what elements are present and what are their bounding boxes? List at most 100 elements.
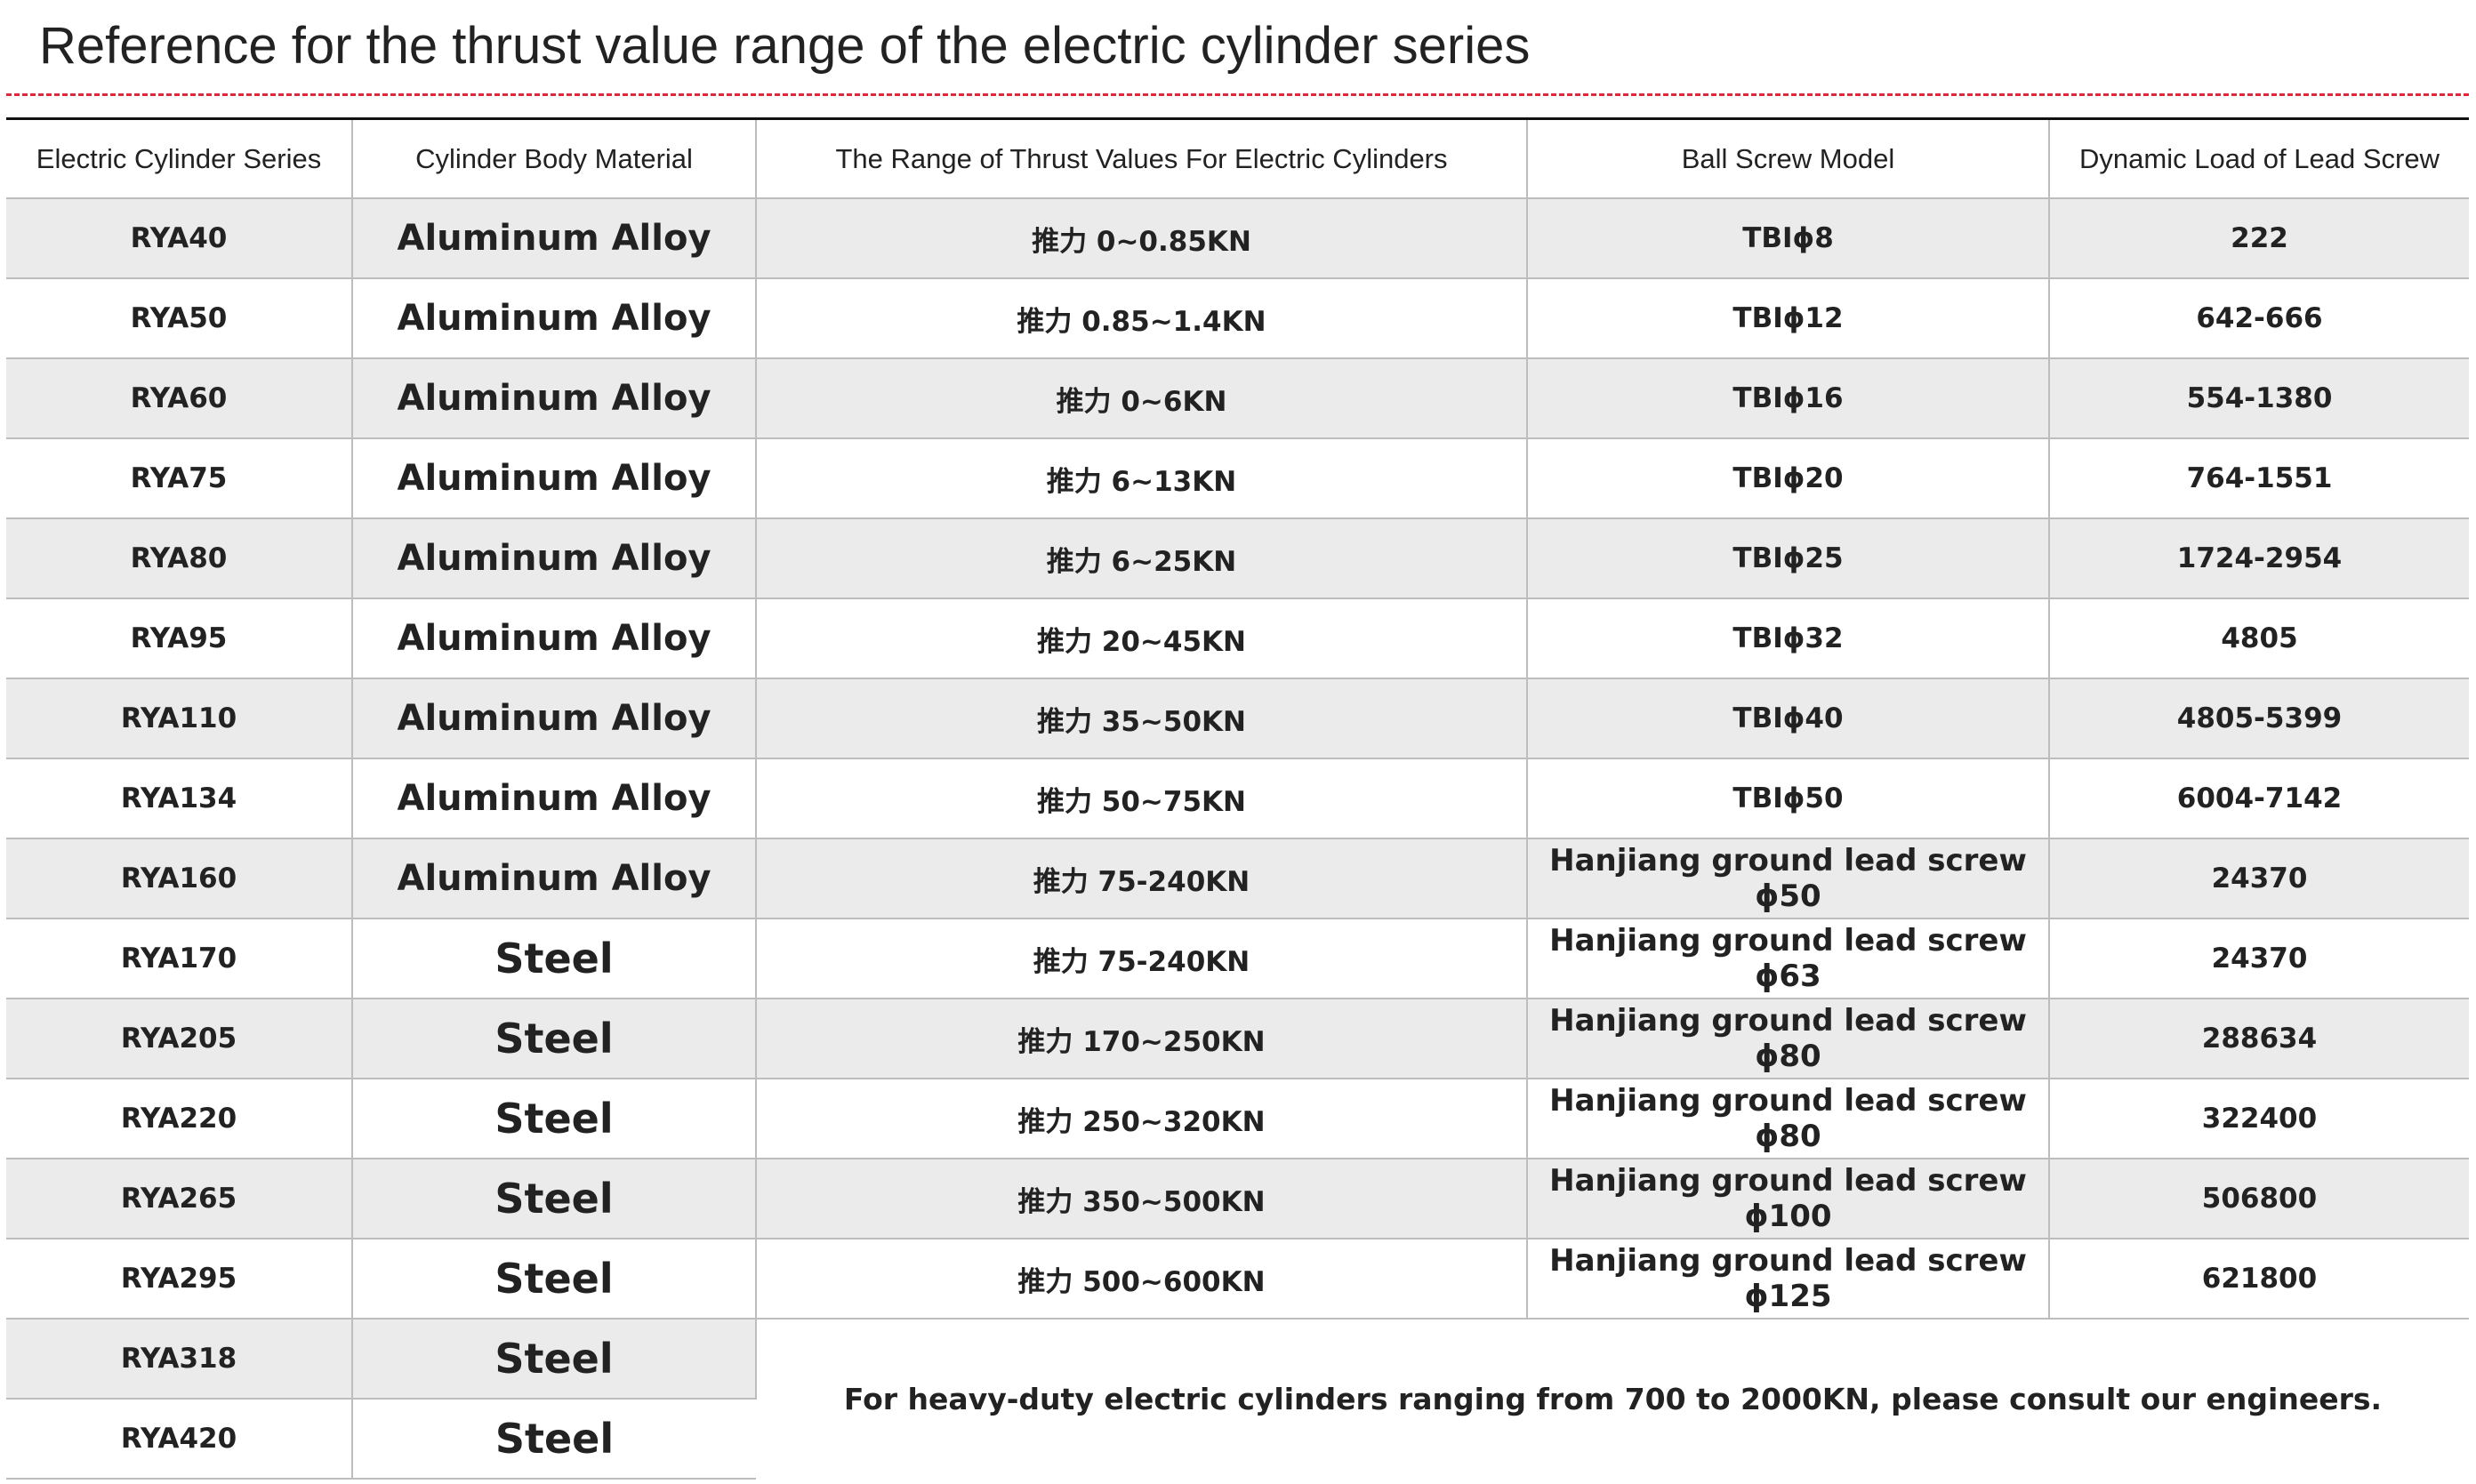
table-row: RYA80 Aluminum Alloy 推力 6~25KN TBIϕ25 1724-2…: [6, 518, 2469, 599]
table-row: RYA60 Aluminum Alloy 推力 0~6KN TBIϕ16 554-138…: [6, 358, 2469, 439]
table-row: RYA40 Aluminum Alloy 推力 0~0.85KN TBIϕ8 222: [6, 198, 2469, 279]
table-cell: RYA420: [6, 1399, 353, 1480]
dashed-divider: [6, 93, 2469, 96]
table-row: RYA265 Steel 推力 350~500KN Hanjiang ground l…: [6, 1159, 2469, 1239]
table-cell: 554-1380: [2049, 358, 2469, 439]
table-body: RYA40 Aluminum Alloy 推力 0~0.85KN TBIϕ8 222 RY…: [6, 198, 2469, 1480]
table-cell: 推力 75-240KN: [756, 918, 1528, 999]
thrust-table: Electric Cylinder Series Cylinder Body Ma…: [6, 117, 2469, 1480]
table-cell: RYA95: [6, 598, 353, 679]
note-cell: For heavy-duty electric cylinders rangin…: [756, 1319, 2469, 1479]
table-cell: Aluminum Alloy: [352, 678, 757, 759]
table-cell: TBIϕ20: [1527, 438, 2050, 519]
table-cell: 764-1551: [2049, 438, 2469, 519]
table-cell: RYA318: [6, 1319, 353, 1400]
table-row: RYA95 Aluminum Alloy 推力 20~45KN TBIϕ32 4805: [6, 598, 2469, 679]
table-cell: RYA80: [6, 518, 353, 599]
table-cell: Aluminum Alloy: [352, 438, 757, 519]
table-cell: RYA265: [6, 1159, 353, 1239]
table-cell: Steel: [352, 1079, 757, 1159]
table-cell: 推力 0~0.85KN: [756, 198, 1528, 279]
table-cell: 推力 20~45KN: [756, 598, 1528, 679]
table-cell: Steel: [352, 1239, 757, 1320]
table-cell: Steel: [352, 1399, 756, 1480]
table-row: RYA220 Steel 推力 250~320KN Hanjiang ground l…: [6, 1079, 2469, 1159]
table-cell: 621800: [2049, 1239, 2469, 1320]
table-cell: 推力 350~500KN: [756, 1159, 1528, 1239]
table-cell: Steel: [352, 1159, 757, 1239]
table-cell: 推力 0.85~1.4KN: [756, 278, 1528, 359]
table-cell: 6004-7142: [2049, 758, 2469, 839]
header-cell: Ball Screw Model: [1527, 118, 2050, 199]
table-cell: Aluminum Alloy: [352, 838, 757, 919]
table-cell: 1724-2954: [2049, 518, 2469, 599]
table-cell: Hanjiang ground lead screw ϕ63: [1527, 918, 2050, 999]
table-cell: 推力 6~25KN: [756, 518, 1528, 599]
header-row: Electric Cylinder Series Cylinder Body Ma…: [6, 118, 2469, 199]
table-cell: RYA40: [6, 198, 353, 279]
table-cell: Steel: [352, 1319, 757, 1400]
table-cell: 推力 0~6KN: [756, 358, 1528, 439]
table-cell: TBIϕ16: [1527, 358, 2050, 439]
table-cell: TBIϕ32: [1527, 598, 2050, 679]
table-cell: 推力 500~600KN: [756, 1239, 1528, 1320]
table-cell: 4805-5399: [2049, 678, 2469, 759]
table-cell: Steel: [352, 999, 757, 1079]
header-cell: The Range of Thrust Values For Electric …: [756, 118, 1528, 199]
table-cell: Hanjiang ground lead screw ϕ80: [1527, 1079, 2050, 1159]
header-cell: Dynamic Load of Lead Screw: [2049, 118, 2469, 199]
table-cell: RYA75: [6, 438, 353, 519]
table-cell: RYA160: [6, 838, 353, 919]
table-cell: TBIϕ40: [1527, 678, 2050, 759]
table-cell: RYA50: [6, 278, 353, 359]
table-row: RYA134 Aluminum Alloy 推力 50~75KN TBIϕ50 6004…: [6, 758, 2469, 839]
header-cell: Electric Cylinder Series: [6, 118, 353, 199]
table-row: RYA160 Aluminum Alloy 推力 75-240KN Hanjiang …: [6, 838, 2469, 919]
table-cell: RYA295: [6, 1239, 353, 1320]
table-row: RYA318 Steel For heavy-duty electric cylin…: [6, 1319, 2469, 1479]
table-cell: RYA110: [6, 678, 353, 759]
table-cell: 322400: [2049, 1079, 2469, 1159]
table-row: RYA170 Steel 推力 75-240KN Hanjiang ground le…: [6, 918, 2469, 999]
table-cell: 506800: [2049, 1159, 2469, 1239]
table-row: RYA50 Aluminum Alloy 推力 0.85~1.4KN TBIϕ12 64…: [6, 278, 2469, 359]
table-cell: TBIϕ8: [1527, 198, 2050, 279]
table-cell: Aluminum Alloy: [352, 358, 757, 439]
table-cell: Steel: [352, 918, 757, 999]
table-cell: Hanjiang ground lead screw ϕ125: [1527, 1239, 2050, 1320]
table-row: RYA75 Aluminum Alloy 推力 6~13KN TBIϕ20 764-15…: [6, 438, 2469, 519]
table-cell: 推力 35~50KN: [756, 678, 1528, 759]
table-cell: 24370: [2049, 918, 2469, 999]
table-cell: 推力 6~13KN: [756, 438, 1528, 519]
table-cell: 642-666: [2049, 278, 2469, 359]
table-cell: TBIϕ12: [1527, 278, 2050, 359]
table-cell: 推力 250~320KN: [756, 1079, 1528, 1159]
table-cell: 24370: [2049, 838, 2469, 919]
table-cell: RYA134: [6, 758, 353, 839]
table-cell: Hanjiang ground lead screw ϕ80: [1527, 999, 2050, 1079]
table-cell: RYA220: [6, 1079, 353, 1159]
table-cell: Hanjiang ground lead screw ϕ100: [1527, 1159, 2050, 1239]
table-cell: TBIϕ50: [1527, 758, 2050, 839]
table-row: RYA295 Steel 推力 500~600KN Hanjiang ground l…: [6, 1239, 2469, 1320]
table-row: RYA420 Steel: [6, 1399, 2469, 1480]
table-cell: 推力 50~75KN: [756, 758, 1528, 839]
table-cell: 4805: [2049, 598, 2469, 679]
table-row: RYA110 Aluminum Alloy 推力 35~50KN TBIϕ40 4805…: [6, 678, 2469, 759]
table-row: RYA205 Steel 推力 170~250KN Hanjiang ground l…: [6, 999, 2469, 1079]
table-cell: 推力 170~250KN: [756, 999, 1528, 1079]
table-cell: Hanjiang ground lead screw ϕ50: [1527, 838, 2050, 919]
title: Reference for the thrust value range of …: [39, 17, 1531, 75]
table-cell: Aluminum Alloy: [352, 198, 757, 279]
header-cell: Cylinder Body Material: [352, 118, 757, 199]
table-cell: RYA170: [6, 918, 353, 999]
table-cell: Aluminum Alloy: [352, 598, 757, 679]
table-cell: RYA60: [6, 358, 353, 439]
table-cell: RYA205: [6, 999, 353, 1079]
table-cell: TBIϕ25: [1527, 518, 2050, 599]
table-cell: 推力 75-240KN: [756, 838, 1528, 919]
table-cell: Aluminum Alloy: [352, 278, 757, 359]
table-cell: Aluminum Alloy: [352, 758, 757, 839]
table-cell: Aluminum Alloy: [352, 518, 757, 599]
